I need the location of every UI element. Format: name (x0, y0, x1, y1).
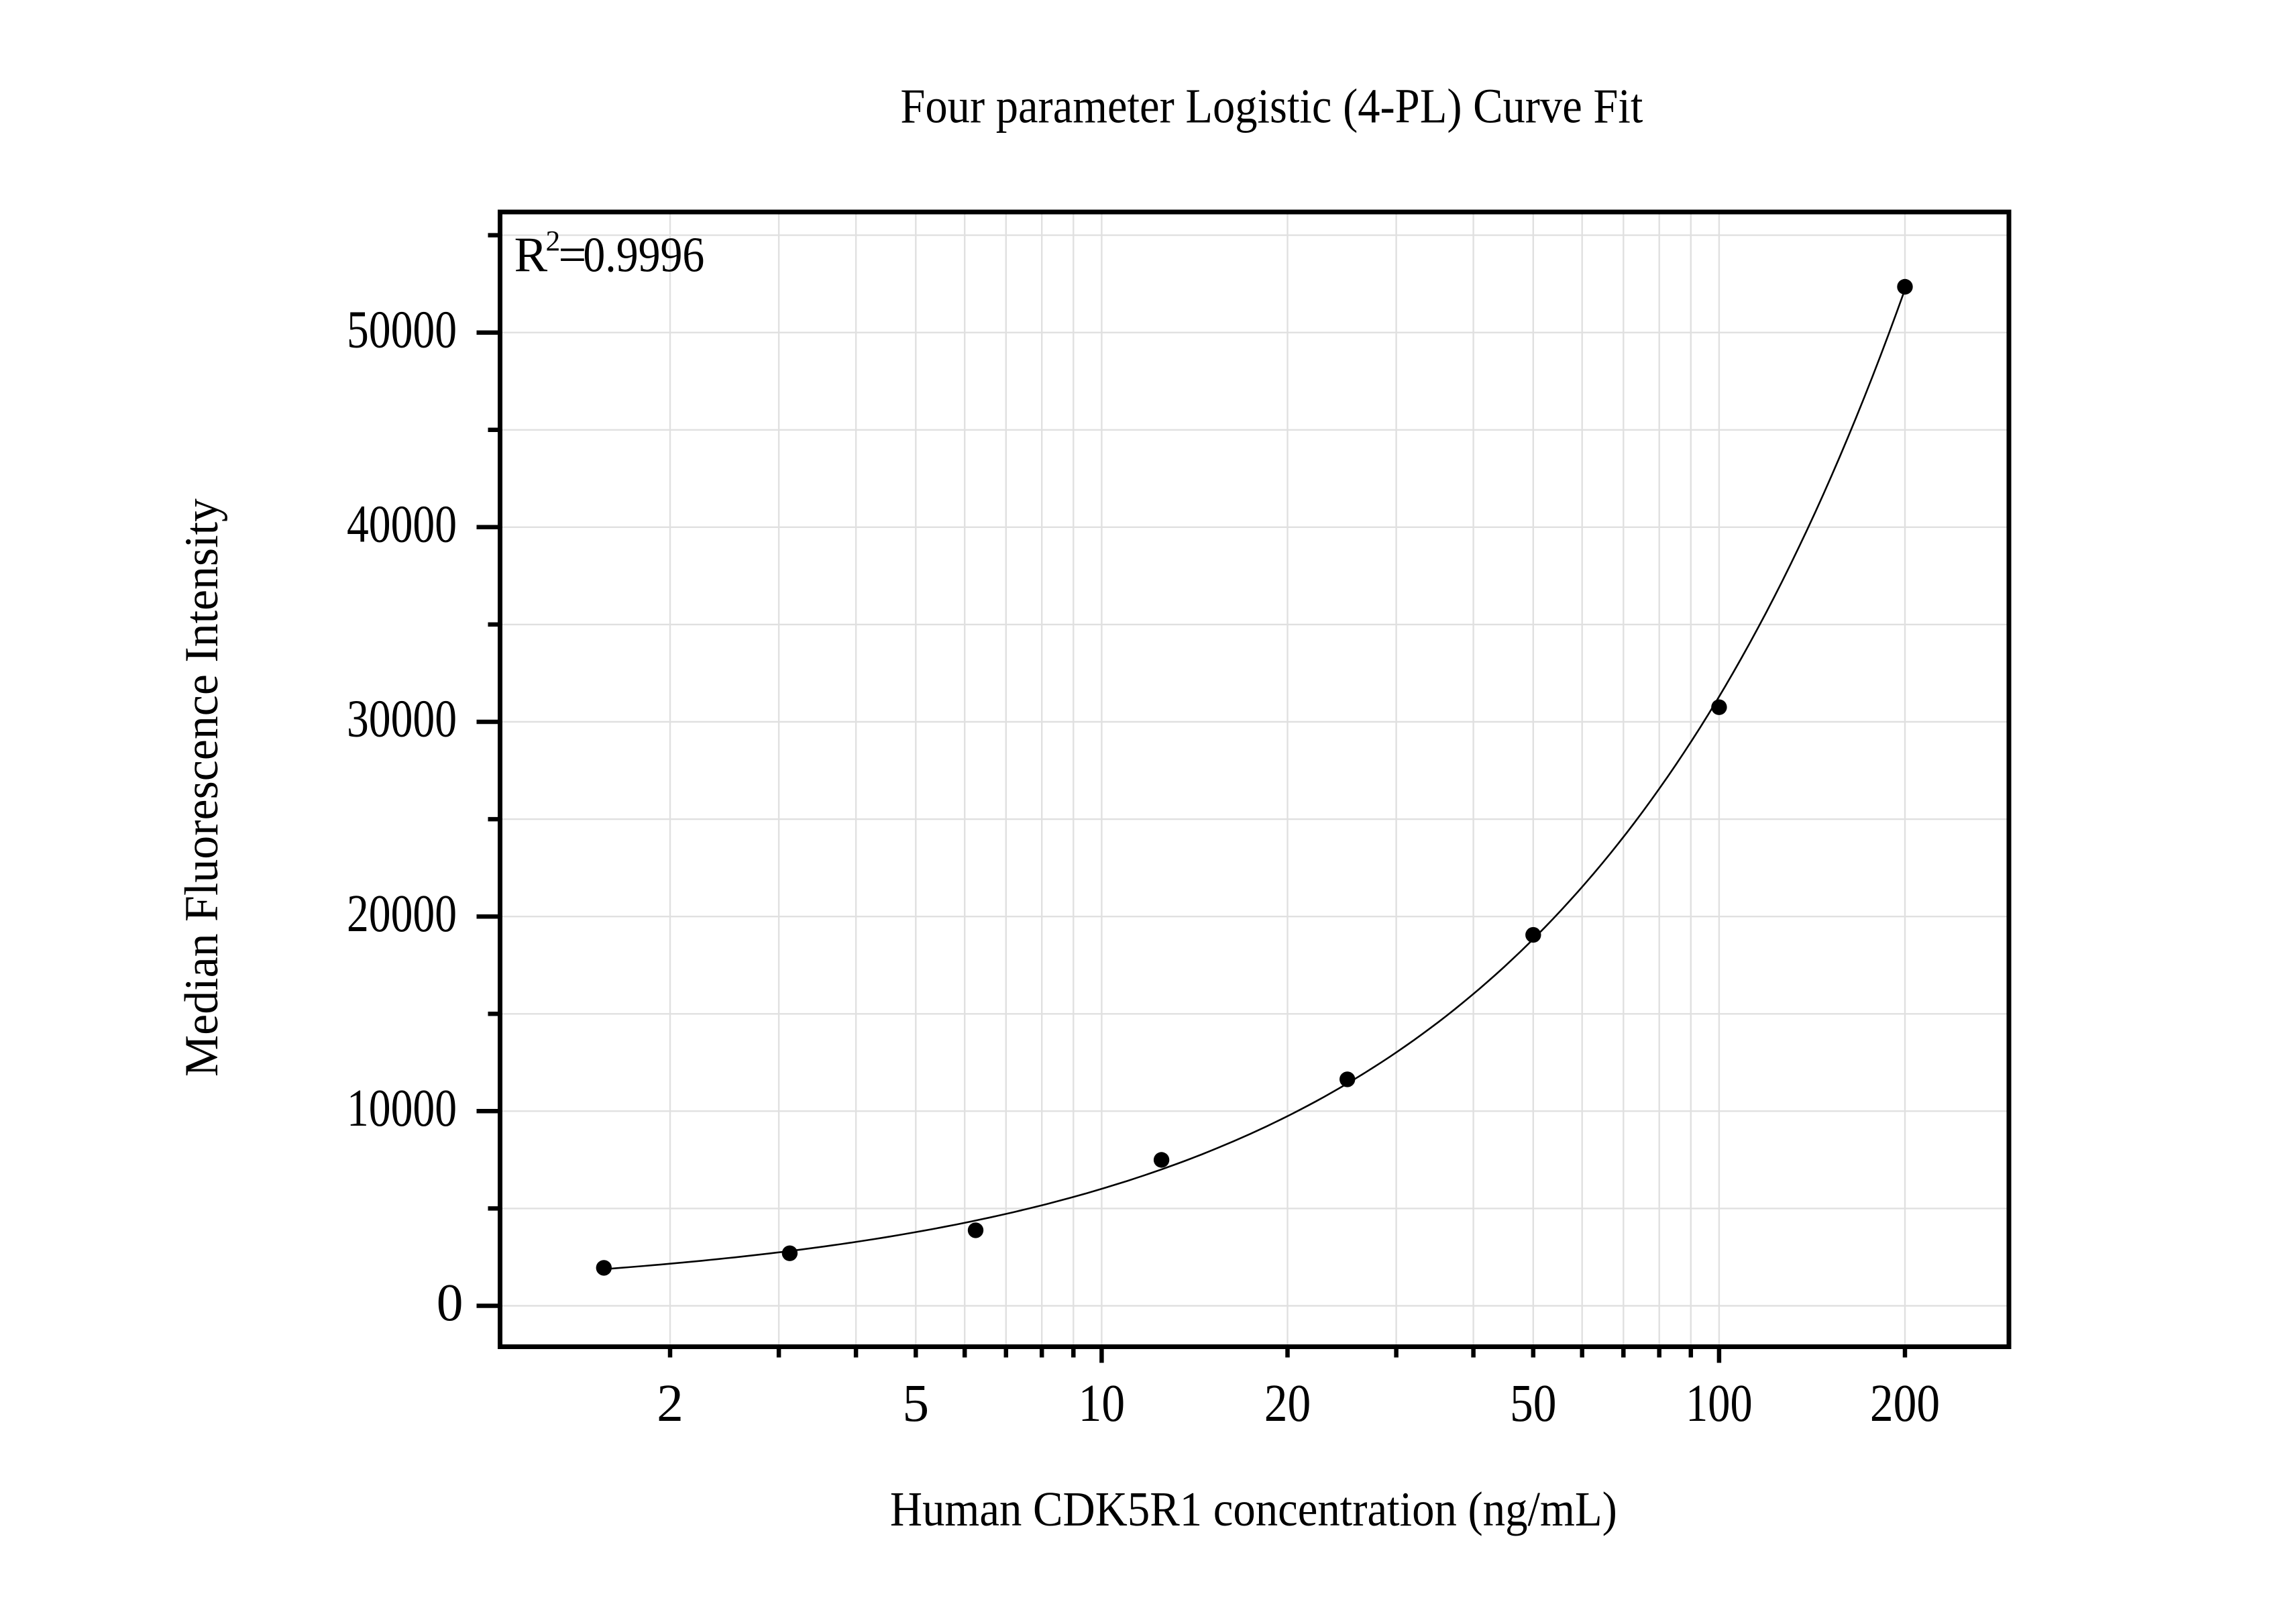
svg-text:40000: 40000 (347, 494, 457, 553)
svg-text:30000: 30000 (347, 690, 457, 749)
svg-text:50: 50 (1510, 1374, 1557, 1433)
svg-text:50000: 50000 (347, 300, 457, 359)
svg-text:100: 100 (1686, 1374, 1753, 1433)
svg-text:R: R (514, 228, 548, 283)
svg-text:2: 2 (546, 225, 561, 257)
svg-text:0: 0 (437, 1273, 463, 1332)
svg-text:5: 5 (902, 1374, 929, 1433)
svg-text:10000: 10000 (347, 1079, 457, 1138)
svg-text:2: 2 (657, 1374, 684, 1433)
svg-text:Human CDK5R1 concentration (ng: Human CDK5R1 concentration (ng/mL) (890, 1482, 1617, 1536)
svg-text:=: = (558, 228, 586, 283)
svg-text:10: 10 (1079, 1374, 1126, 1433)
svg-text:20000: 20000 (347, 884, 457, 943)
svg-text:0.9996: 0.9996 (583, 228, 704, 283)
svg-text:Median Fluorescence Intensity: Median Fluorescence Intensity (176, 498, 228, 1077)
svg-text:Four parameter Logistic (4-PL): Four parameter Logistic (4-PL) Curve Fit (900, 78, 1643, 133)
svg-text:20: 20 (1264, 1374, 1311, 1433)
svg-text:200: 200 (1870, 1374, 1940, 1433)
